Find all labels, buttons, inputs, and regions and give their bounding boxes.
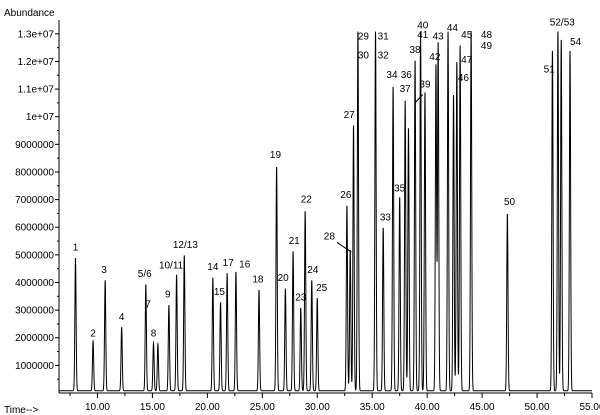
y-tick-label: 1.3e+07 (18, 29, 55, 40)
peak-label: 29 (358, 31, 370, 42)
peak-label: 41 (417, 30, 429, 41)
peak-label: 4 (119, 312, 125, 323)
peak-label: 18 (252, 274, 264, 285)
peak-label: 43 (433, 31, 445, 42)
peak-label: 46 (458, 73, 470, 84)
peak-label: 26 (340, 190, 352, 201)
peak-label: 25 (316, 283, 328, 294)
peak-label: 9 (165, 290, 171, 301)
leader-line (414, 94, 424, 104)
peak-label: 40 (417, 20, 429, 31)
peak-label: 45 (461, 30, 473, 41)
x-tick-label: 40.00 (415, 402, 440, 413)
peak-label: 1 (73, 243, 79, 254)
y-tick-label: 2000000 (15, 333, 54, 344)
y-tick-label: 9000000 (15, 140, 54, 151)
peak-label: 8 (151, 328, 157, 339)
peak-label: 49 (481, 41, 493, 52)
peak-label: 44 (447, 23, 459, 34)
y-tick-label: 1.2e+07 (18, 57, 55, 68)
peak-label: 21 (289, 236, 301, 247)
peak-label: 50 (504, 197, 516, 208)
peak-label: 30 (358, 51, 370, 62)
x-tick-label: 50.00 (525, 402, 550, 413)
x-tick-label: 55.00 (579, 402, 600, 413)
peak-label: 31 (378, 31, 390, 42)
peak-label: 3 (101, 265, 107, 276)
peak-label: 36 (401, 70, 413, 81)
peak-label: 37 (400, 84, 412, 95)
peak-label: 22 (301, 194, 313, 205)
peak-label: 35 (394, 183, 406, 194)
chromatogram-trace (59, 31, 592, 392)
peak-label: 54 (570, 37, 582, 48)
x-tick-label: 35.00 (360, 402, 385, 413)
y-tick-label: 3000000 (15, 306, 54, 317)
y-tick-label: 1.1e+07 (18, 85, 55, 96)
peak-label: 16 (239, 259, 251, 270)
y-tick-label: 6000000 (15, 223, 54, 234)
peak-label: 10/11 (159, 261, 184, 272)
peak-label: 47 (461, 55, 473, 66)
leader-line (336, 242, 352, 253)
y-tick-label: 8000000 (15, 167, 54, 178)
peak-label: 52/53 (550, 18, 575, 29)
peak-label: 24 (307, 265, 319, 276)
x-tick-label: 10.00 (85, 402, 110, 413)
peak-label: 19 (270, 150, 282, 161)
x-tick-label: 20.00 (195, 402, 220, 413)
x-tick-label: 45.00 (470, 402, 495, 413)
y-axis-label: Abundance (4, 8, 55, 19)
x-tick-label: 30.00 (305, 402, 330, 413)
peak-label: 7 (145, 299, 151, 310)
y-tick-label: 7000000 (15, 195, 54, 206)
peak-label: 17 (223, 258, 235, 269)
peak-label: 20 (278, 273, 290, 284)
peak-label: 2 (90, 328, 96, 339)
peak-label: 39 (419, 80, 431, 91)
peak-label: 5/6 (138, 269, 152, 280)
peak-label: 12/13 (173, 240, 198, 251)
peak-label: 23 (295, 292, 307, 303)
peak-label: 15 (214, 287, 226, 298)
x-axis-ticks: 10.00 15.00 20.00 25.00 30.00 35.00 40.00 45.00… (69, 393, 600, 413)
peak-label: 38 (410, 45, 422, 56)
y-tick-label: 5000000 (15, 250, 54, 261)
peak-label: 48 (481, 30, 493, 41)
y-tick-label: 1e+07 (26, 112, 55, 123)
peak-label: 51 (544, 64, 556, 75)
y-tick-label: 1000000 (15, 361, 54, 372)
peak-label: 34 (386, 70, 398, 81)
y-tick-label: 4000000 (15, 278, 54, 289)
x-axis-label: Time--> (4, 405, 39, 415)
x-tick-label: 25.00 (250, 402, 275, 413)
peak-label: 14 (207, 262, 219, 273)
peak-label: 32 (378, 51, 390, 62)
y-axis-ticks: 1000000 2000000 3000000 4000000 5000000 60000… (15, 29, 59, 380)
x-tick-label: 15.00 (140, 402, 165, 413)
leader-lines (336, 94, 424, 253)
peak-label: 27 (344, 110, 356, 121)
peak-label: 42 (429, 52, 441, 63)
peak-label: 33 (380, 212, 392, 223)
peak-label: 28 (324, 232, 336, 243)
